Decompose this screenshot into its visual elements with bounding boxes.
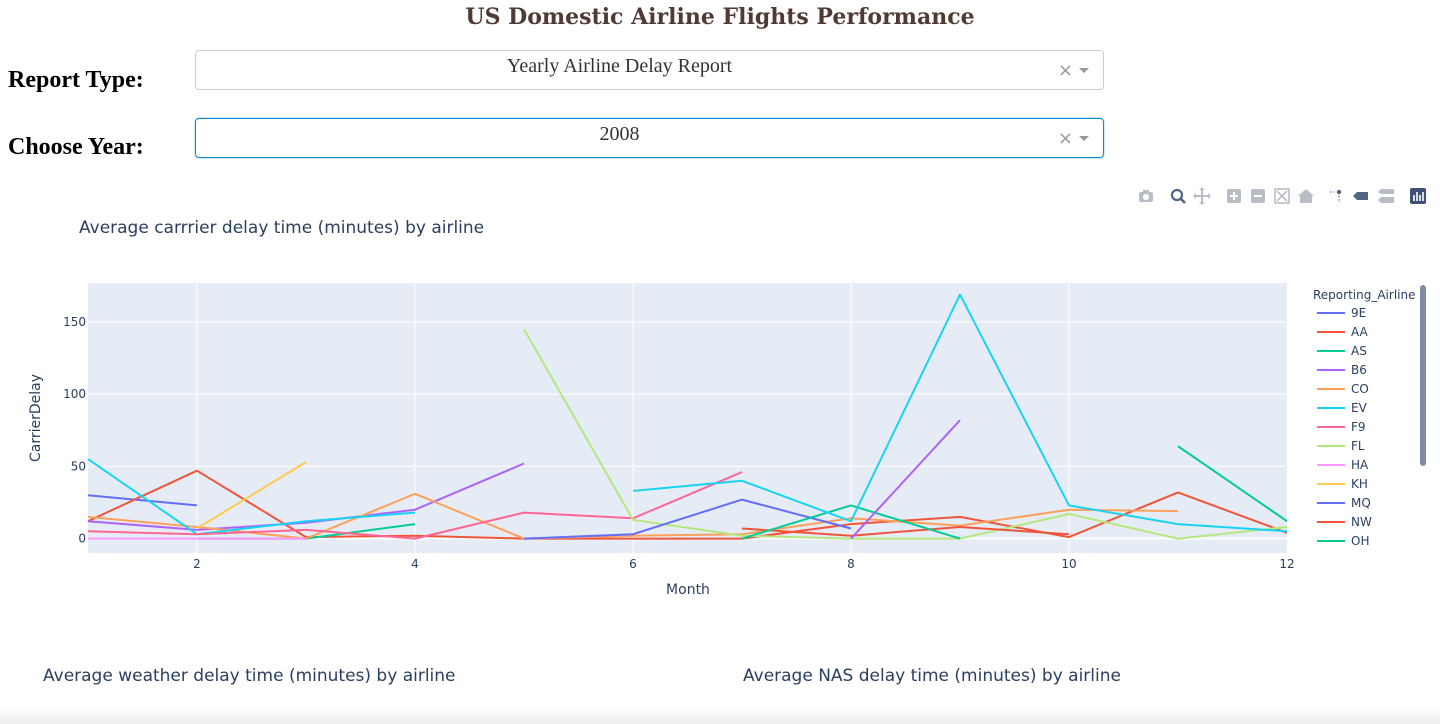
series-line-9e[interactable]: [87, 494, 198, 507]
legend-label: F9: [1351, 420, 1366, 434]
autoscale-icon[interactable]: [1271, 184, 1293, 208]
chevron-down-icon[interactable]: [1079, 68, 1089, 73]
y-tick-label: 0: [78, 532, 86, 546]
report-type-dropdown[interactable]: Yearly Airline Delay Report ×: [195, 50, 1104, 90]
chevron-down-icon[interactable]: [1079, 136, 1089, 141]
legend-label: 9E: [1351, 306, 1366, 320]
weather-chart-title: Average weather delay time (minutes) by …: [43, 666, 456, 686]
year-value: 2008: [599, 123, 640, 145]
x-tick-labels: 2 4 6 8 10 12: [193, 557, 1294, 571]
y-tick-label: 150: [63, 315, 86, 329]
y-tick-label: 100: [63, 387, 86, 401]
series-line-fl[interactable]: [523, 328, 1288, 540]
x-tick-label: 4: [411, 557, 419, 571]
report-type-value: Yearly Airline Delay Report: [506, 55, 733, 77]
legend-label: CO: [1351, 382, 1369, 396]
series-line-aa[interactable]: [87, 469, 1288, 540]
legend-item-ha[interactable]: HA: [1317, 458, 1369, 472]
series-line-b6[interactable]: [87, 462, 525, 531]
legend-label: EV: [1351, 401, 1368, 415]
legend-item-oh[interactable]: OH: [1317, 534, 1369, 548]
report-type-label: Report Type:: [8, 67, 144, 93]
x-tick-label: 2: [193, 557, 201, 571]
year-dropdown[interactable]: 2008 ×: [195, 118, 1104, 158]
series-line-nw[interactable]: [741, 526, 1070, 537]
series-line-oh[interactable]: [741, 504, 961, 540]
series-line-extra-14[interactable]: [632, 293, 1288, 533]
y-axis-label: CarrierDelay: [28, 374, 44, 462]
reset-axes-icon[interactable]: [1295, 184, 1317, 208]
hover-compare-icon[interactable]: [1375, 184, 1397, 208]
x-gridlines: [196, 283, 1070, 553]
plotly-logo-icon[interactable]: [1407, 184, 1429, 208]
series-line-mq[interactable]: [523, 498, 852, 540]
series-line-extra-13[interactable]: [850, 419, 961, 540]
series-line-ev[interactable]: [87, 458, 416, 536]
x-tick-label: 6: [629, 557, 637, 571]
legend-item-as[interactable]: AS: [1317, 344, 1367, 358]
legend-item-aa[interactable]: AA: [1317, 325, 1369, 339]
camera-icon[interactable]: [1135, 184, 1157, 208]
legend-item-b6[interactable]: B6: [1317, 363, 1367, 377]
x-tick-label: 8: [847, 557, 855, 571]
legend-item-kh[interactable]: KH: [1317, 477, 1368, 491]
x-tick-label: 12: [1279, 557, 1294, 571]
chart-title: Average carrrier delay time (minutes) by…: [79, 218, 484, 238]
hover-closest-icon[interactable]: [1349, 184, 1371, 208]
zoom-in-icon[interactable]: [1223, 184, 1245, 208]
legend-label: B6: [1351, 363, 1367, 377]
series-line-co[interactable]: [87, 492, 1179, 540]
nas-chart-title: Average NAS delay time (minutes) by airl…: [743, 666, 1121, 686]
series-line-extra-15[interactable]: [1177, 445, 1288, 523]
legend-scrollbar[interactable]: [1420, 285, 1426, 466]
legend: Reporting_Airline 9E AA AS B6 CO EV F9 FL HA KH MQ…: [1313, 285, 1426, 548]
legend-item-co[interactable]: CO: [1317, 382, 1369, 396]
legend-label: FL: [1351, 439, 1365, 453]
series-lines: [87, 293, 1288, 540]
chart-modebar: [1130, 184, 1430, 208]
series-line-kh[interactable]: [196, 461, 307, 530]
y-tick-label: 50: [71, 459, 86, 473]
legend-label: KH: [1351, 477, 1368, 491]
legend-item-mq[interactable]: MQ: [1317, 496, 1371, 510]
pan-icon[interactable]: [1191, 184, 1213, 208]
legend-label: AS: [1351, 344, 1367, 358]
legend-items: 9E AA AS B6 CO EV F9 FL HA KH MQ NW OH: [1317, 306, 1372, 548]
legend-label: AA: [1351, 325, 1369, 339]
clear-icon[interactable]: ×: [1057, 60, 1073, 81]
legend-item-ev[interactable]: EV: [1317, 401, 1368, 415]
legend-label: NW: [1351, 515, 1372, 529]
legend-item-f9[interactable]: F9: [1317, 420, 1366, 434]
zoom-out-icon[interactable]: [1247, 184, 1269, 208]
page-bottom-fade: [0, 706, 1440, 724]
x-axis-label: Month: [666, 582, 710, 598]
legend-item-nw[interactable]: NW: [1317, 515, 1372, 529]
choose-year-label: Choose Year:: [8, 134, 144, 160]
legend-label: HA: [1351, 458, 1369, 472]
legend-label: MQ: [1351, 496, 1371, 510]
legend-title: Reporting_Airline: [1313, 288, 1415, 302]
clear-icon[interactable]: ×: [1057, 128, 1073, 149]
carrier-delay-chart: Average carrrier delay time (minutes) by…: [28, 218, 1426, 598]
x-tick-label: 10: [1061, 557, 1076, 571]
spike-lines-icon[interactable]: [1325, 184, 1347, 208]
zoom-icon[interactable]: [1167, 184, 1189, 208]
legend-item-9e[interactable]: 9E: [1317, 306, 1366, 320]
page-title: US Domestic Airline Flights Performance: [465, 4, 975, 30]
legend-item-fl[interactable]: FL: [1317, 439, 1365, 453]
y-tick-labels: 0 50 100 150: [63, 315, 86, 546]
legend-label: OH: [1351, 534, 1369, 548]
